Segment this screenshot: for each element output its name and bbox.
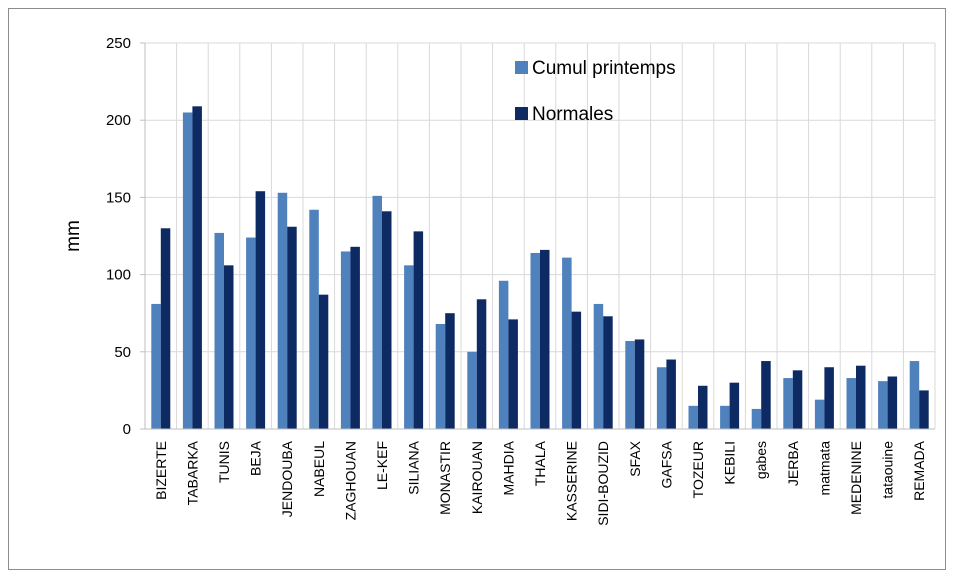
bar-cumul-printemps [530, 252, 540, 429]
bar-cumul-printemps [814, 399, 825, 429]
bar-normales [476, 299, 487, 429]
bar-cumul-printemps [309, 209, 319, 429]
x-category-label: MAHDIA [500, 440, 516, 495]
x-category-label: KEBILI [722, 441, 738, 485]
bar-normales [919, 390, 929, 429]
bars [151, 106, 929, 430]
bar-cumul-printemps [277, 192, 288, 429]
y-tick-label: 50 [114, 344, 131, 361]
chart-frame: 0 50 100 150 200 250 BIZERTE TABARKA TUNIS BEJA J… [8, 8, 946, 570]
bar-normales [824, 367, 834, 429]
bar-cumul-printemps [404, 265, 414, 429]
bar-normales [540, 249, 550, 429]
bar-cumul-printemps [182, 112, 193, 429]
bar-cumul-printemps [246, 237, 256, 429]
x-category-label: LE-KEF [374, 441, 390, 490]
bar-normales [856, 365, 866, 429]
y-tick-label: 200 [106, 112, 131, 129]
bar-normales [729, 382, 740, 429]
bar-cumul-printemps [467, 351, 477, 429]
x-category-label: TABARKA [184, 440, 200, 505]
legend-label: Normales [532, 104, 613, 125]
bar-normales [192, 106, 202, 430]
y-tick-label: 100 [106, 267, 131, 284]
bar-cumul-printemps [878, 381, 888, 429]
bar-normales [666, 359, 676, 429]
bar-normales [792, 370, 803, 429]
x-category-label: JENDOUBA [279, 440, 295, 517]
bar-cumul-printemps [656, 367, 667, 429]
y-tick-label: 250 [106, 35, 131, 52]
x-category-label: BIZERTE [153, 441, 169, 500]
bar-normales [603, 316, 613, 429]
x-category-label: KAIROUAN [469, 441, 485, 514]
legend-swatch [515, 61, 528, 74]
x-category-label: BEJA [248, 440, 264, 476]
bar-cumul-printemps [340, 251, 351, 429]
bar-cumul-printemps [372, 195, 382, 429]
x-category-label: SIDI-BOUZID [595, 441, 611, 526]
x-category-label: MEDENINE [848, 441, 864, 515]
y-tick-label: 0 [123, 421, 131, 438]
y-tick-label: 150 [106, 189, 131, 206]
bar-cumul-printemps [593, 303, 604, 429]
x-category-label: KASSERINE [564, 441, 580, 521]
axes [140, 42, 935, 430]
bar-cumul-printemps [720, 405, 730, 429]
bar-normales [350, 246, 360, 429]
x-category-label: tataouine [880, 441, 896, 499]
bar-normales [318, 294, 329, 429]
legend-label: Cumul printemps [532, 58, 676, 79]
bar-normales [287, 226, 297, 429]
x-category-label: TUNIS [216, 441, 232, 483]
x-category-label: TOZEUR [690, 441, 706, 498]
bar-cumul-printemps [435, 324, 446, 429]
bar-cumul-printemps [688, 405, 698, 429]
x-category-label: SFAX [627, 440, 643, 476]
legend-swatch [515, 107, 528, 120]
legend: Cumul printemps Normales [515, 58, 676, 125]
bar-chart: 0 50 100 150 200 250 BIZERTE TABARKA TUNIS BEJA J… [63, 35, 936, 526]
x-category-label: GAFSA [658, 440, 674, 488]
bar-normales [382, 211, 392, 429]
x-category-label: gabes [753, 441, 769, 479]
x-category-labels: BIZERTE TABARKA TUNIS BEJA JENDOUBA NABEUL ZAG… [153, 440, 927, 525]
bar-normales [508, 319, 518, 429]
bar-cumul-printemps [751, 408, 762, 429]
bar-cumul-printemps [498, 280, 509, 429]
x-category-label: MONASTIR [437, 441, 453, 515]
bar-normales [761, 361, 771, 429]
bar-normales [160, 228, 171, 429]
gridlines [144, 42, 936, 429]
x-category-label: JERBA [785, 440, 801, 486]
bar-normales [445, 313, 455, 429]
bar-normales [255, 191, 266, 429]
bar-normales [571, 311, 582, 429]
x-category-label: NABEUL [311, 441, 327, 497]
y-axis-title: mm [63, 220, 84, 252]
x-category-label: REMADA [911, 440, 927, 501]
bar-normales [698, 385, 708, 429]
bar-cumul-printemps [214, 232, 224, 429]
x-category-label: SILIANA [406, 440, 422, 494]
bar-cumul-printemps [151, 303, 161, 429]
bar-cumul-printemps [909, 361, 920, 429]
x-category-label: matmata [816, 441, 832, 496]
bar-cumul-printemps [562, 257, 572, 429]
bar-normales [887, 376, 898, 429]
bar-cumul-printemps [846, 378, 856, 429]
bar-cumul-printemps [783, 378, 793, 429]
x-category-label: ZAGHOUAN [342, 441, 358, 520]
y-tick-labels: 0 50 100 150 200 250 [106, 35, 131, 438]
x-category-label: THALA [532, 440, 548, 486]
bar-cumul-printemps [625, 340, 635, 429]
bar-normales [413, 231, 424, 429]
bar-normales [634, 339, 645, 429]
bar-normales [224, 265, 234, 429]
